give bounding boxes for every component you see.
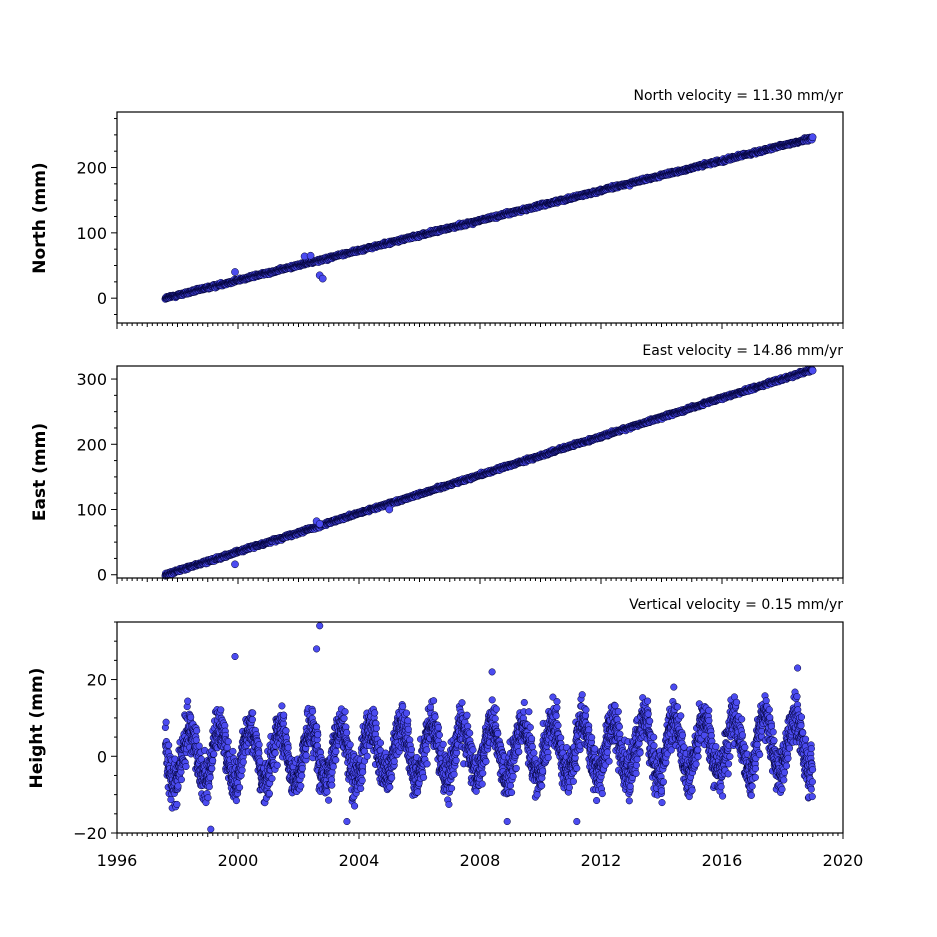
data-point xyxy=(239,758,247,766)
data-point xyxy=(248,716,256,724)
data-point xyxy=(298,764,306,773)
y-tick-label: 200 xyxy=(76,159,107,178)
data-point xyxy=(224,738,232,746)
data-point xyxy=(177,776,185,784)
y-tick-label: 0 xyxy=(97,566,107,585)
data-point xyxy=(328,781,336,789)
data-point xyxy=(197,755,205,763)
data-point xyxy=(223,743,231,752)
height-axis-label: Height (mm) xyxy=(27,668,47,789)
data-point xyxy=(187,713,195,721)
y-tick-label: 200 xyxy=(76,435,107,454)
data-point xyxy=(209,757,217,765)
east-velocity-title: East velocity = 14.86 mm/yr xyxy=(642,343,843,359)
anomaly-point xyxy=(231,560,239,569)
y-tick-label: 0 xyxy=(97,289,107,308)
data-point xyxy=(298,772,306,780)
anomaly-point xyxy=(315,520,324,528)
data-point xyxy=(232,797,240,805)
y-tick-label: 300 xyxy=(76,370,107,389)
data-point xyxy=(329,763,337,771)
east-axis-label: East (mm) xyxy=(30,423,50,521)
data-point xyxy=(265,789,273,798)
data-point xyxy=(238,766,246,774)
data-point xyxy=(268,775,276,783)
data-point xyxy=(282,727,290,735)
y-tick-label: 100 xyxy=(76,224,107,243)
data-point xyxy=(162,718,170,726)
data-point xyxy=(332,747,340,756)
data-point xyxy=(340,714,348,722)
anomaly-point xyxy=(306,251,315,260)
y-tick-label: 100 xyxy=(76,501,107,520)
data-point xyxy=(255,749,263,757)
anomaly-point xyxy=(318,274,327,283)
data-point xyxy=(249,709,257,717)
data-point xyxy=(314,731,322,739)
data-point xyxy=(323,788,331,796)
vertical-velocity-title: Vertical velocity = 0.15 mm/yr xyxy=(629,597,843,613)
anomaly-point xyxy=(231,268,239,276)
north-plot-area xyxy=(161,133,817,303)
data-point xyxy=(205,783,213,791)
data-point xyxy=(332,756,340,764)
anomaly-point xyxy=(385,505,394,514)
data-point xyxy=(229,747,237,755)
data-point xyxy=(210,750,218,758)
data-point xyxy=(302,751,310,759)
data-point xyxy=(206,773,214,782)
data-point xyxy=(182,762,190,771)
data-point xyxy=(273,761,281,769)
data-point xyxy=(280,711,288,719)
north-velocity-title: North velocity = 11.30 mm/yr xyxy=(633,88,843,104)
data-point xyxy=(297,782,305,790)
data-point xyxy=(173,800,181,808)
data-point xyxy=(195,742,203,750)
data-point xyxy=(255,741,263,749)
data-point xyxy=(808,133,817,142)
data-point xyxy=(192,736,200,744)
data-point xyxy=(184,697,192,705)
data-point xyxy=(165,741,173,749)
data-point xyxy=(174,782,182,790)
data-point xyxy=(309,707,317,715)
data-point xyxy=(278,702,286,710)
data-point xyxy=(236,783,244,791)
data-point xyxy=(217,706,225,714)
data-point xyxy=(808,366,817,375)
north-axis-label: North (mm) xyxy=(30,162,50,273)
data-point xyxy=(325,796,333,804)
data-point xyxy=(204,794,212,802)
data-point xyxy=(193,727,201,735)
data-point xyxy=(271,749,279,757)
north-panel: North velocity = 11.30 mm/yr North (mm) … xyxy=(30,88,844,329)
data-point xyxy=(284,744,292,752)
